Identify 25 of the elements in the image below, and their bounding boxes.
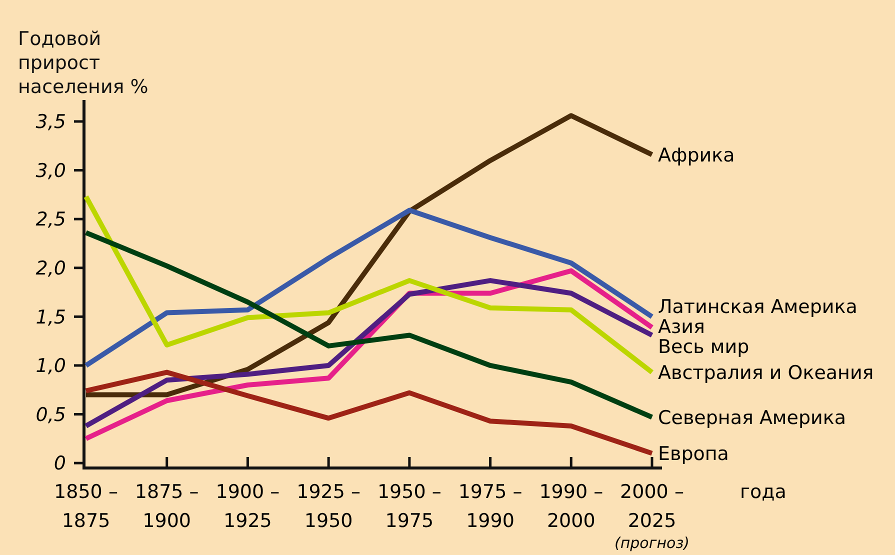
series-label: Африка [658,144,735,166]
y-tick-label: 1,0 [36,355,66,378]
y-tick-label: 0 [54,452,66,475]
series-label: Азия [658,316,705,338]
x-tick-label: 1975 – 1990 [458,481,522,532]
y-tick-label: 2,0 [36,258,66,280]
x-tick-label: 1900 – 1925 [216,481,280,532]
series-label: Весь мир [658,336,750,358]
x-tick-label: 1850 – 1875 [54,481,118,532]
y-tick-label: 1,5 [36,306,66,328]
y-tick-label: 3,0 [36,160,66,182]
y-tick-label: 0,5 [36,404,66,426]
series-label: Латинская Америка [658,296,858,318]
x-tick-label: 2000 – 2025 (прогноз) [614,481,690,552]
series-label: Европа [658,442,729,465]
x-axis-title: года [740,481,786,503]
y-tick-label: 2,5 [36,208,66,231]
series-label: Австралия и Океания [658,362,874,384]
y-axis-title: Годовой прирост населения % [18,28,148,98]
x-tick-label: 1875 – 1900 [134,481,199,532]
y-tick-label: 3,5 [36,111,66,134]
series-label: Северная Америка [658,406,846,429]
x-tick-label: 1950 – 1975 [377,481,442,532]
x-tick-label: 1925 – 1950 [296,481,361,532]
x-tick-label: 1990 – 2000 [539,481,604,532]
